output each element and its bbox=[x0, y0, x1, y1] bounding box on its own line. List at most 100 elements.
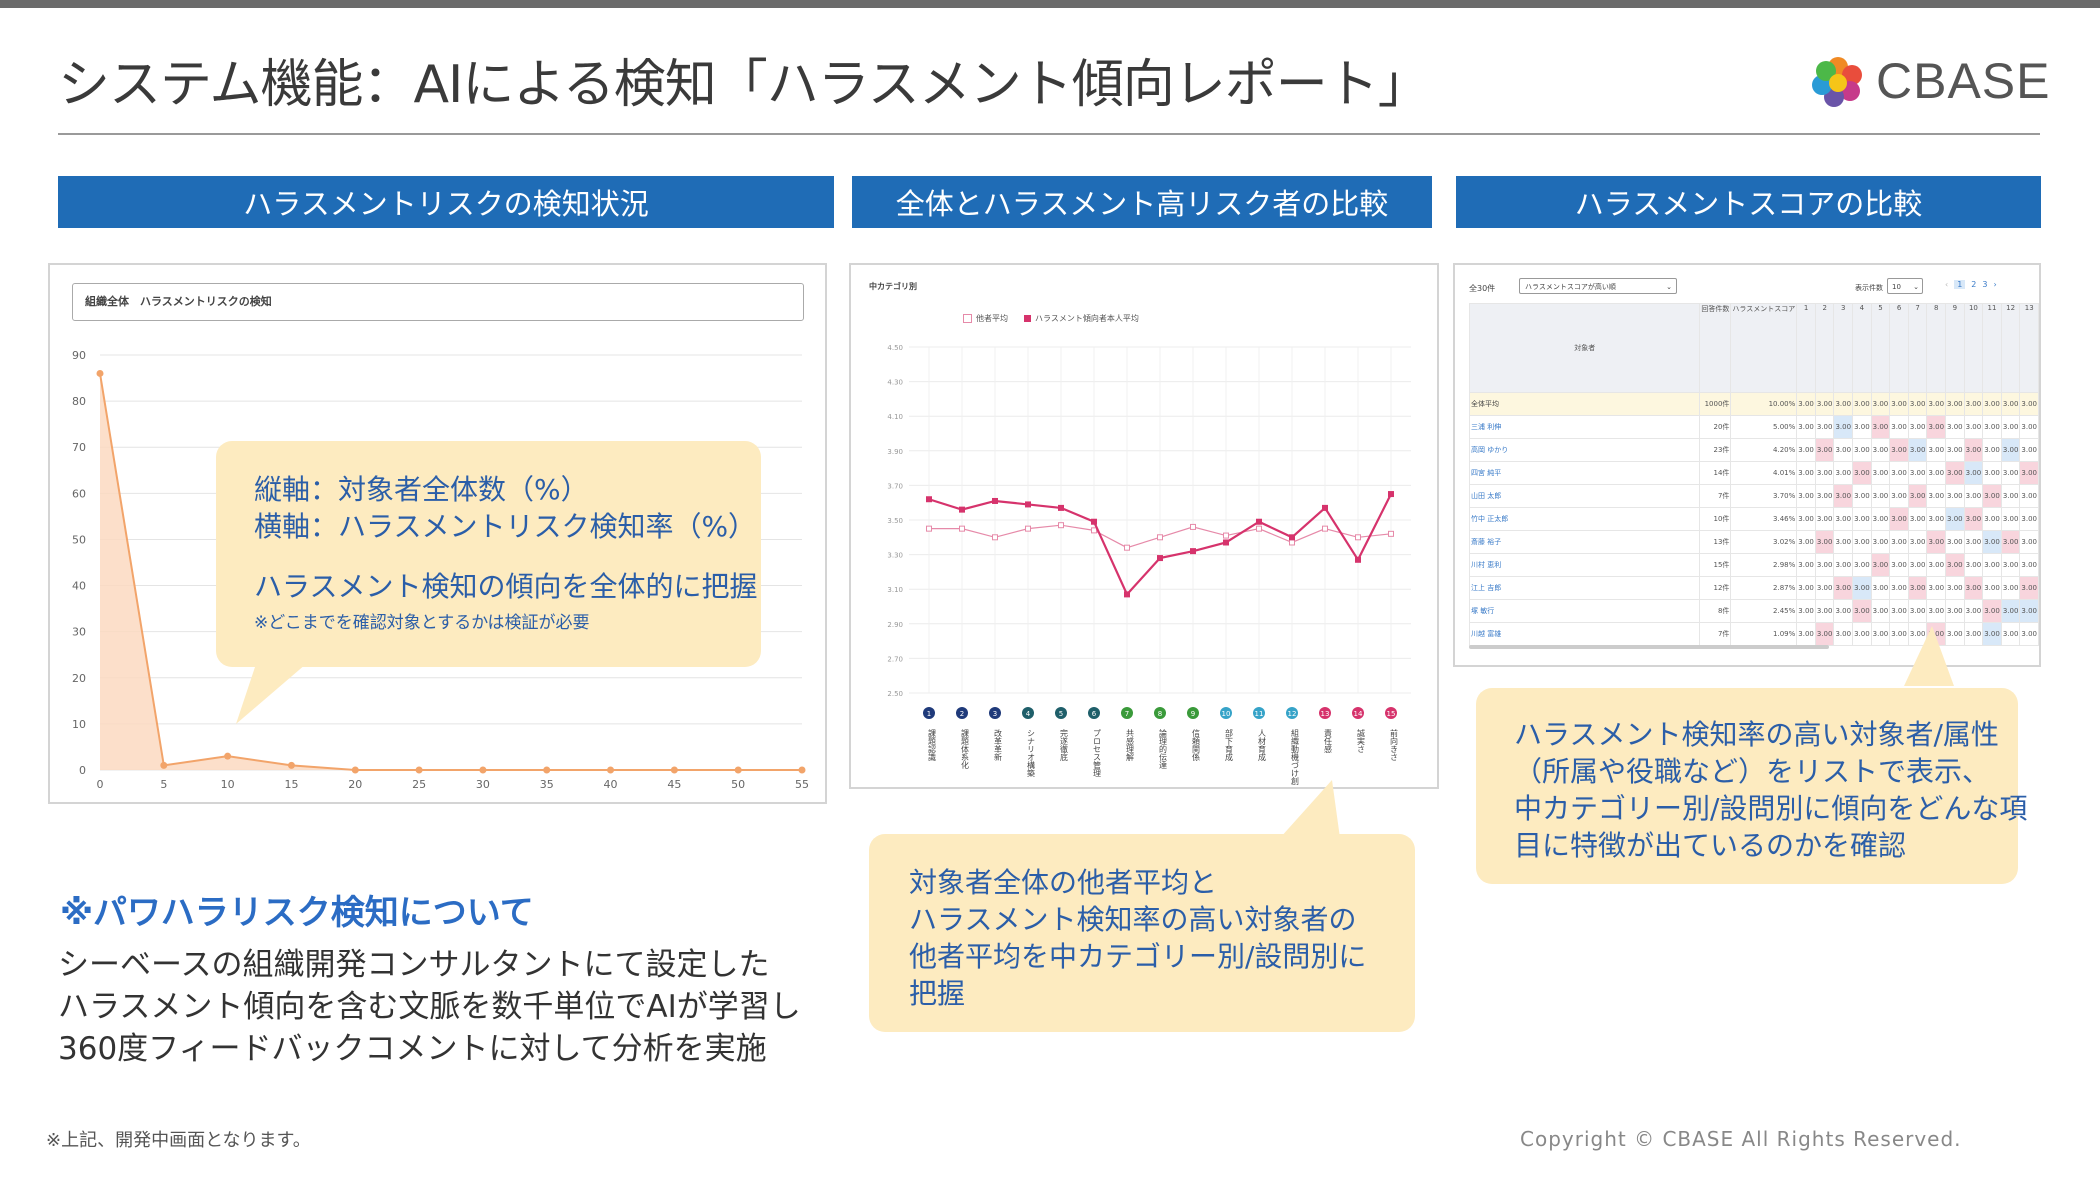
next-page-icon[interactable]: › bbox=[1993, 280, 1997, 289]
category-badge bbox=[1088, 707, 1100, 719]
question-score: 3.00 bbox=[1870, 484, 1891, 508]
question-score: 3.00 bbox=[1963, 530, 1984, 554]
data-point bbox=[1025, 501, 1031, 508]
question-score: 3.00 bbox=[1907, 415, 1928, 439]
category-label: 組織動機づけ創 bbox=[1291, 728, 1300, 786]
page-3[interactable]: 3 bbox=[1982, 280, 1988, 289]
table-row[interactable]: 三浦 利伸 20件 5.00% 3.00 3.00 3.00 3.00 3.00 3.00 3.0… bbox=[1468, 415, 2039, 439]
question-score: 3.00 bbox=[1814, 415, 1835, 439]
question-score: 3.00 bbox=[2000, 415, 2021, 439]
pagination: ‹ 1 2 3 › bbox=[1945, 280, 1997, 289]
category-badge bbox=[1253, 707, 1265, 719]
y-tick-label: 4.30 bbox=[887, 379, 903, 387]
question-score: 3.00 bbox=[1926, 484, 1947, 508]
data-point bbox=[287, 761, 295, 769]
category-number: 7 bbox=[1125, 710, 1129, 718]
target-name[interactable]: 江上 吉郎 bbox=[1468, 576, 1701, 600]
question-score: 3.00 bbox=[2000, 392, 2021, 416]
question-score: 3.00 bbox=[1852, 553, 1872, 577]
callout-line: 横軸：ハラスメントリスク検知率（%） bbox=[254, 510, 757, 543]
table-row[interactable]: 江上 吉郎 12件 2.87% 3.00 3.00 3.00 3.00 3.00 3.00 3.0… bbox=[1468, 576, 2039, 600]
question-score: 3.00 bbox=[1796, 530, 1816, 554]
question-score: 3.00 bbox=[1945, 553, 1965, 577]
y-tick-label: 20 bbox=[72, 672, 86, 685]
category-badge bbox=[1187, 707, 1199, 719]
answer-count: 7件 bbox=[1699, 484, 1732, 508]
table-row[interactable]: 竹中 正太郎 10件 3.46% 3.00 3.00 3.00 3.00 3.00 3.00 3.… bbox=[1468, 507, 2039, 531]
data-point bbox=[1157, 555, 1163, 562]
question-score: 3.00 bbox=[2000, 622, 2021, 646]
question-score: 3.00 bbox=[1796, 461, 1816, 485]
table-row[interactable]: 川村 恵利 15件 2.98% 3.00 3.00 3.00 3.00 3.00 3.00 3.0… bbox=[1468, 553, 2039, 577]
category-number: 11 bbox=[1255, 710, 1264, 718]
logo: CBASE bbox=[1810, 52, 2051, 110]
x-tick-label: 40 bbox=[604, 778, 618, 791]
col-count: 回答件数 bbox=[1699, 303, 1732, 393]
data-point bbox=[1256, 525, 1262, 532]
category-badge bbox=[1385, 707, 1397, 719]
question-score: 3.00 bbox=[1870, 392, 1891, 416]
col-score: ハラスメントスコア bbox=[1730, 303, 1798, 393]
x-tick-label: 35 bbox=[540, 778, 554, 791]
question-score: 3.00 bbox=[1982, 599, 2002, 623]
target-name[interactable]: 川村 恵利 bbox=[1468, 553, 1701, 577]
question-score: 3.00 bbox=[1870, 507, 1891, 531]
target-name[interactable]: 塚 敏行 bbox=[1468, 599, 1701, 623]
target-name[interactable]: 竹中 正太郎 bbox=[1468, 507, 1701, 531]
y-tick-label: 2.70 bbox=[887, 655, 903, 663]
question-score: 3.00 bbox=[1907, 438, 1928, 462]
category-number: 4 bbox=[1026, 710, 1031, 718]
page-size-select[interactable]: 10 ⌄ bbox=[1887, 278, 1923, 294]
target-name[interactable]: 川越 富雄 bbox=[1468, 622, 1701, 646]
question-score: 3.00 bbox=[1889, 622, 1909, 646]
target-name[interactable]: 斎藤 裕子 bbox=[1468, 530, 1701, 554]
logo-text: CBASE bbox=[1876, 53, 2051, 109]
table-row[interactable]: 塚 敏行 8件 2.45% 3.00 3.00 3.00 3.00 3.00 3.00 3.00 3… bbox=[1468, 599, 2039, 623]
col-target: 対象者 bbox=[1468, 303, 1701, 393]
table-row[interactable]: 山田 太郎 7件 3.70% 3.00 3.00 3.00 3.00 3.00 3.00 3.00… bbox=[1468, 484, 2039, 508]
category-badge bbox=[1286, 707, 1298, 719]
about-line: 360度フィードバックコメントに対して分析を実施 bbox=[58, 1031, 767, 1067]
category-label: プロセス管理 bbox=[1093, 729, 1102, 777]
y-tick-label: 2.90 bbox=[887, 621, 903, 629]
question-score: 3.00 bbox=[1870, 599, 1891, 623]
data-point bbox=[798, 766, 806, 774]
question-col: 12 bbox=[2000, 303, 2021, 393]
target-name[interactable]: 高岡 ゆかり bbox=[1468, 438, 1701, 462]
question-score: 3.00 bbox=[1852, 484, 1872, 508]
question-score: 3.00 bbox=[1852, 530, 1872, 554]
data-point bbox=[1322, 525, 1328, 532]
target-name[interactable]: 山田 太郎 bbox=[1468, 484, 1701, 508]
question-score: 3.00 bbox=[1963, 507, 1984, 531]
target-name[interactable]: 四宮 純平 bbox=[1468, 461, 1701, 485]
question-score: 3.00 bbox=[1982, 415, 2002, 439]
data-point bbox=[992, 497, 998, 504]
question-score: 3.00 bbox=[1833, 461, 1854, 485]
sort-select[interactable]: ハラスメントスコアが高い順 ⌄ bbox=[1519, 278, 1677, 294]
table-scrollbar[interactable] bbox=[1469, 645, 1829, 649]
table-row[interactable]: 川越 富雄 7件 1.09% 3.00 3.00 3.00 3.00 3.00 3.00 3.00… bbox=[1468, 622, 2039, 646]
table-row[interactable]: 高岡 ゆかり 23件 4.20% 3.00 3.00 3.00 3.00 3.00 3.00 3.… bbox=[1468, 438, 2039, 462]
category-number: 2 bbox=[960, 710, 964, 718]
category-number: 9 bbox=[1191, 710, 1195, 718]
question-col: 4 bbox=[1852, 303, 1872, 393]
question-score: 3.00 bbox=[1926, 599, 1947, 623]
question-score: 3.00 bbox=[1982, 392, 2002, 416]
page-2[interactable]: 2 bbox=[1971, 280, 1977, 289]
question-score: 3.00 bbox=[1796, 392, 1816, 416]
data-point bbox=[1091, 518, 1097, 525]
question-score: 3.00 bbox=[1814, 576, 1835, 600]
question-score: 3.00 bbox=[1833, 415, 1854, 439]
table-row[interactable]: 斎藤 裕子 13件 3.02% 3.00 3.00 3.00 3.00 3.00 3.00 3.0… bbox=[1468, 530, 2039, 554]
question-score: 3.00 bbox=[1833, 507, 1854, 531]
target-name[interactable]: 三浦 利伸 bbox=[1468, 415, 1701, 439]
category-badge bbox=[1121, 707, 1133, 719]
table-row[interactable]: 全体平均 1000件 10.00% 3.00 3.00 3.00 3.00 3.00 3.00 3… bbox=[1468, 392, 2039, 416]
page-1[interactable]: 1 bbox=[1954, 280, 1966, 289]
data-point bbox=[607, 766, 615, 774]
prev-page-icon[interactable]: ‹ bbox=[1945, 280, 1949, 289]
question-score: 3.00 bbox=[1963, 415, 1984, 439]
section-header-risk: ハラスメントリスクの検知状況 bbox=[58, 176, 834, 228]
table-row[interactable]: 四宮 純平 14件 4.01% 3.00 3.00 3.00 3.00 3.00 3.00 3.0… bbox=[1468, 461, 2039, 485]
data-point bbox=[1322, 504, 1328, 511]
